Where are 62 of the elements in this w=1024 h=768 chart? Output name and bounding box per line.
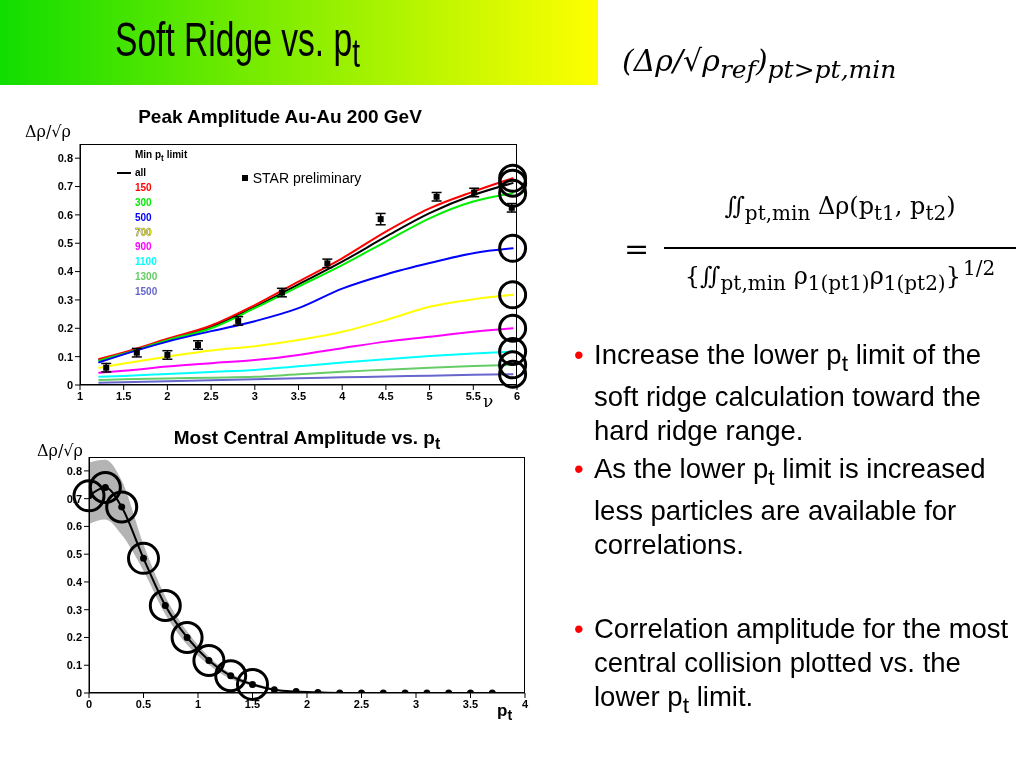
x-tick-label: 4 [521,697,529,710]
text: 900 [135,240,153,255]
y-tick-label: 0.8 [66,464,82,477]
x-tick-label: 5.5 [465,389,481,402]
x-tick-label: 4.5 [378,389,394,402]
y-tick-label: 0.2 [57,322,73,335]
text: • Correlation amplitude for the most central collision plotted vs. the lower p$_{t}$ limit. [574,612,1009,718]
y-tick-label: 0.2 [66,631,82,644]
y-tick-label: 0.4 [66,575,83,588]
x-tick-label: 4 [339,389,347,402]
text: 150 [135,180,153,195]
text: • As the lower p$_{t}$ limit is increased less particles are available for correlations. [574,452,986,560]
text: • Increase the lower p$_{t}$ limit of the soft ridge calculation toward the hard ridge range. [574,338,981,446]
x-tick-label: 1 [76,389,84,402]
text: 300 [135,195,153,210]
x-tick-label: 1.5 [116,389,132,402]
legend-label: STAR preliminary [252,170,362,186]
y-tick-label: 0.3 [66,603,82,616]
y-tick-label: 0 [66,378,73,391]
text: Soft Ridge vs. p$_{t}$ [115,12,360,76]
y-tick-label: 0.4 [57,265,74,278]
text: 1500 [135,285,159,300]
text: 500 [135,210,153,225]
y-axis-title: Δρ/√ρ [25,122,71,141]
x-tick-label: 1.5 [244,697,261,710]
y-tick-label: 0.5 [57,237,73,250]
text: {∬$_{pt,min}$ ρ$_{1(pt1)}$ρ$_{1(pt2)}$}$^{1/2}$ [683,255,997,297]
x-tick-label: 2 [303,697,311,710]
x-tick-label: 2 [164,389,171,402]
y-tick-label: 0.6 [66,520,82,533]
x-tick-label: 3.5 [462,697,479,710]
x-axis-title: p$_{t}$ [497,701,513,724]
x-tick-label: 1 [194,697,202,710]
x-tick-label: 6 [513,389,521,402]
chart-title: Peak Amplitude Au-Au 200 GeV [138,106,422,127]
legend-title: Min p$_{t}$ limit [135,148,188,165]
x-tick-label: 2.5 [203,389,219,402]
y-tick-label: 0.7 [57,180,73,193]
x-tick-label: 0.5 [135,697,152,710]
x-tick-label: 0 [85,697,93,710]
x-tick-label: 3 [251,389,258,402]
y-tick-label: 0.1 [66,659,82,672]
text: 1300 [135,270,159,285]
x-tick-label: 2.5 [353,697,370,710]
text: 700 [135,225,153,240]
x-tick-label: 3 [412,697,420,710]
text: ∬$_{pt,min}$ Δρ(p$_{t1}$, p$_{t2}$) [723,191,957,227]
x-tick-label: 3.5 [290,389,307,402]
legend-label: all [135,165,148,180]
y-tick-label: 0.6 [57,208,73,221]
text: (Δρ/√ρ$_{ref}$)$_{pt>pt,min}$ [622,42,898,86]
y-tick-label: 0.8 [57,152,73,165]
y-tick-label: 0 [75,686,82,699]
x-tick-label: 5 [426,389,433,402]
text: 1100 [135,255,158,270]
chart-title: Most Central Amplitude vs. p$_{t}$ [172,427,442,453]
y-axis-title: Δρ/√ρ [37,441,83,460]
x-axis-title: ν [483,391,494,411]
y-tick-label: 0.5 [66,548,82,561]
text: = [624,230,651,268]
y-tick-label: 0.3 [57,293,73,306]
y-tick-label: 0.1 [57,350,73,363]
